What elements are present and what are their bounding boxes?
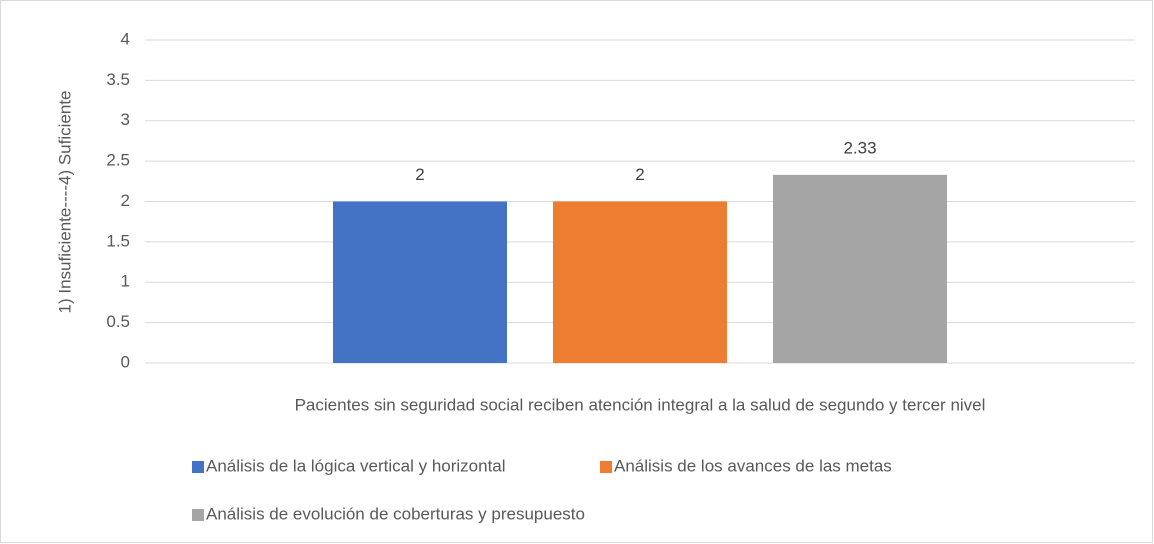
y-tick-label: 3 bbox=[121, 110, 130, 129]
y-tick-label: 1.5 bbox=[106, 231, 130, 250]
x-tick-label: Pacientes sin seguridad social reciben a… bbox=[295, 395, 986, 414]
legend-label: Análisis de la lógica vertical y horizon… bbox=[206, 456, 506, 475]
y-tick-label: 4 bbox=[121, 29, 130, 48]
legend-swatch bbox=[192, 461, 204, 473]
bar bbox=[333, 201, 507, 363]
y-tick-label: 0 bbox=[121, 352, 130, 371]
data-label: 2 bbox=[415, 165, 424, 184]
y-tick-label: 3.5 bbox=[106, 70, 130, 89]
bar bbox=[553, 201, 727, 363]
legend-label: Análisis de evolución de coberturas y pr… bbox=[206, 504, 585, 523]
bar bbox=[773, 174, 947, 363]
legend-swatch bbox=[600, 461, 612, 473]
y-tick-label: 2 bbox=[121, 191, 130, 210]
y-tick-label: 1 bbox=[121, 272, 130, 291]
legend-swatch bbox=[192, 509, 204, 521]
data-label: 2.33 bbox=[843, 138, 876, 157]
legend-label: Análisis de los avances de las metas bbox=[614, 456, 892, 475]
data-label: 2 bbox=[635, 165, 644, 184]
y-axis-label: 1) Insuficiente----4) Suficiente bbox=[55, 91, 74, 314]
y-tick-label: 0.5 bbox=[106, 312, 130, 331]
y-tick-label: 2.5 bbox=[106, 151, 130, 170]
